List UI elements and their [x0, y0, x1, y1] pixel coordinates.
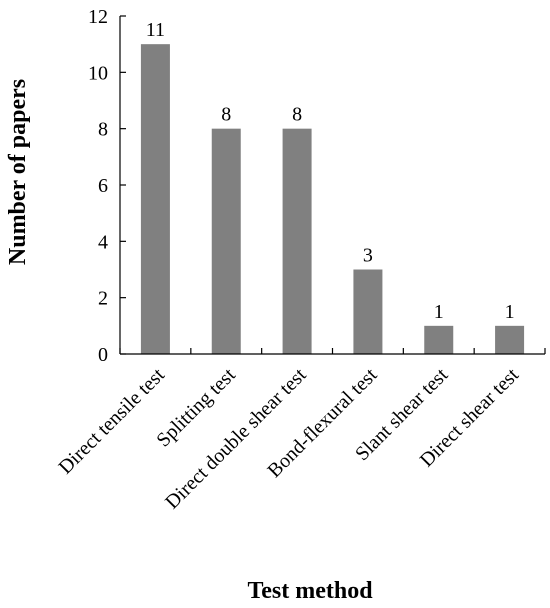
- y-tick-label: 4: [98, 231, 108, 253]
- y-tick-label: 8: [98, 119, 108, 141]
- y-tick-label: 2: [98, 288, 108, 310]
- bar-value-label: 3: [363, 245, 373, 267]
- y-tick-label: 12: [88, 6, 108, 28]
- bar: [424, 325, 454, 354]
- x-axis-title: Test method: [247, 578, 373, 604]
- y-axis-title: Number of papers: [5, 79, 31, 265]
- bars-group: [140, 44, 525, 355]
- bar-value-label: 1: [505, 301, 515, 323]
- value-labels-group: 118 831 1: [146, 19, 515, 323]
- y-tick-label: 0: [98, 344, 108, 366]
- bar-value-label: 1: [434, 301, 444, 323]
- y-axis-ticks: 0 2 4 6 8 10 12: [88, 6, 126, 366]
- bar-value-label: 8: [292, 104, 302, 126]
- y-tick-label: 10: [88, 62, 108, 84]
- bar: [495, 325, 525, 354]
- y-tick-label: 6: [98, 175, 108, 197]
- x-tick-label: Direct double shear test: [161, 364, 311, 514]
- bar-value-label: 11: [146, 19, 165, 41]
- x-tick-label: Direct tensile test: [54, 364, 169, 479]
- bar: [282, 128, 312, 354]
- bar-value-label: 8: [221, 104, 231, 126]
- bar: [140, 44, 170, 355]
- bar: [211, 128, 241, 354]
- bar: [353, 269, 383, 354]
